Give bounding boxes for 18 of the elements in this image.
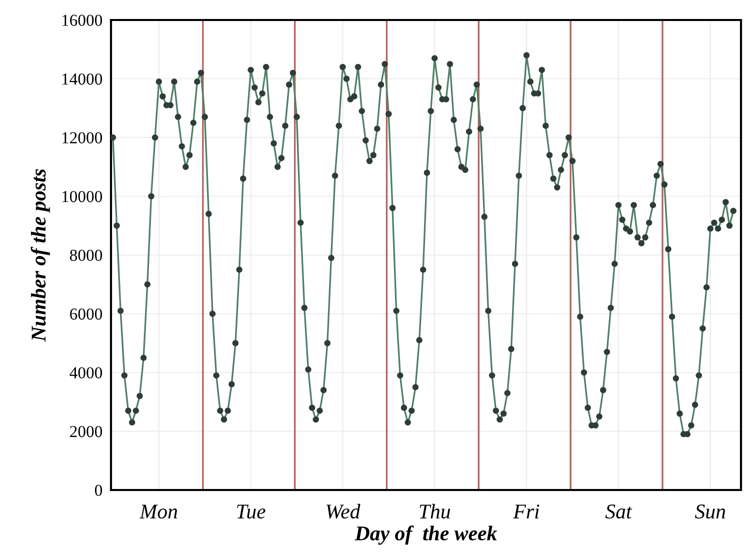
x-tick-label: Sun [694, 504, 726, 519]
y-tick-label: 16000 [62, 14, 102, 26]
x-tick-label: Tue [237, 504, 266, 519]
x-tick-label: Mon [140, 504, 178, 519]
x-tick-label: Fri [513, 504, 540, 518]
y-tick-label: 8000 [70, 250, 102, 261]
y-tick-label: 10000 [62, 190, 102, 202]
y-tick-label: 14000 [62, 73, 102, 85]
x-tick-label: Wed [326, 504, 360, 519]
y-tick-label: 12000 [62, 132, 102, 144]
x-tick-label: Sat [605, 504, 632, 519]
y-tick-label: 2000 [70, 426, 102, 438]
x-tick-label: Thu [420, 504, 450, 519]
y-tick-label: 6000 [70, 308, 102, 320]
x-axis-title: Day of the week [354, 526, 497, 545]
y-tick-label: 4000 [70, 367, 102, 378]
y-tick-label: 0 [94, 484, 102, 496]
y-axis-title: Number of the posts [30, 169, 50, 342]
